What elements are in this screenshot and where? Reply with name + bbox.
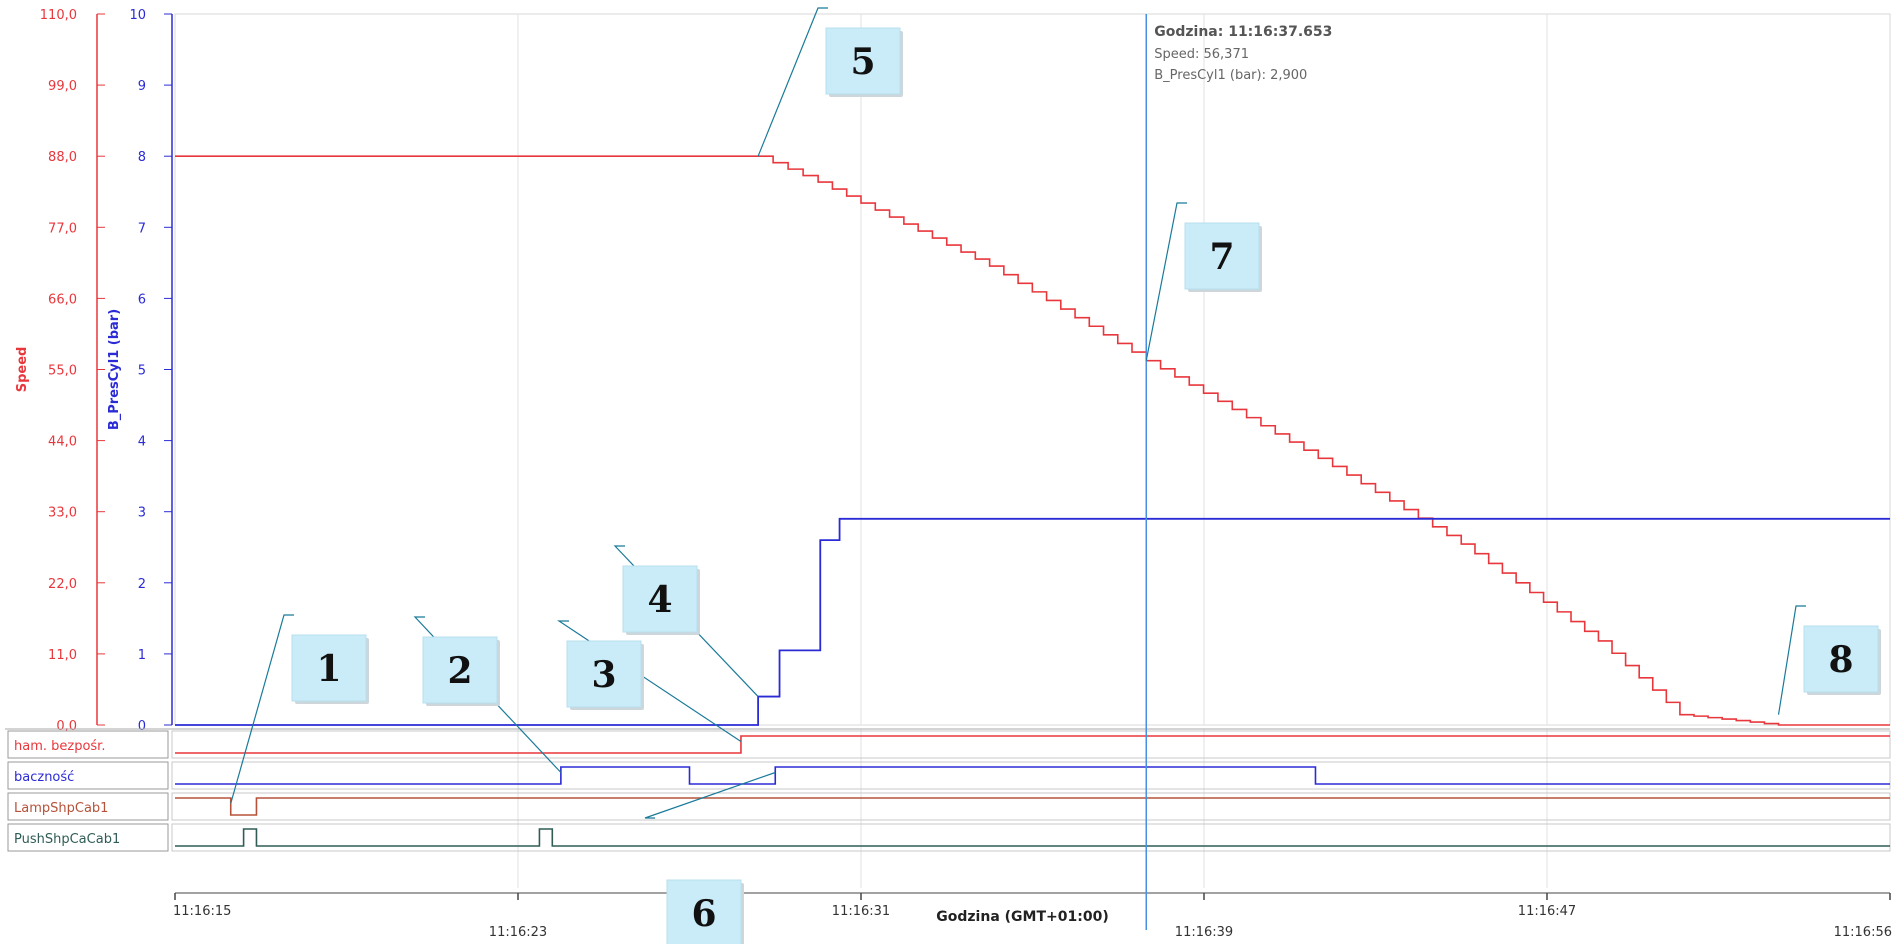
callout-label: 5 <box>850 41 875 83</box>
callout-box: 8 <box>1803 625 1881 695</box>
digital-trace <box>175 828 1890 847</box>
digital-row-frame <box>171 792 1891 821</box>
pressure-tick-label: 1 <box>138 648 146 663</box>
digital-row-frame <box>171 823 1891 852</box>
speed-tick-label: 33,0 <box>48 506 77 521</box>
digital-label-box <box>7 792 169 821</box>
cursor-tooltip-line: Speed: 56,371 <box>1154 47 1249 62</box>
digital-channel-label: PushShpCaCab1 <box>14 832 120 847</box>
speed-tick-label: 55,0 <box>48 364 77 379</box>
digital-trace <box>175 766 1890 785</box>
callout-rect <box>622 565 698 633</box>
speed-tick-label: 66,0 <box>48 292 77 307</box>
series <box>175 155 1890 726</box>
speed-tick-label: 44,0 <box>48 435 77 450</box>
axes: 0,0 11,0 22,0 33,0 44,0 55,0 66,0 77,0 88,0 99,0 1… <box>15 8 1892 940</box>
callout-label: 3 <box>591 654 616 696</box>
callout-label: 1 <box>316 648 341 690</box>
pressure-series-line <box>175 517 1890 726</box>
callout-leader-line <box>757 7 828 157</box>
digital-label-box <box>7 761 169 790</box>
x-tick-label: 11:16:39 <box>1175 925 1233 940</box>
callout-leader-line <box>1777 605 1806 715</box>
x-axis-title: Godzina (GMT+01:00) <box>936 909 1108 925</box>
digital-row-frame <box>171 761 1891 790</box>
x-tick-label: 11:16:56 <box>1834 925 1892 940</box>
callout-label: 4 <box>647 579 672 621</box>
callout-leader-line <box>557 620 742 743</box>
digital-channels: ham. bezpośr. baczność LampShpCab1 PushShpC… <box>5 728 1891 852</box>
digital-trace <box>175 735 1890 754</box>
pressure-tick-label: 6 <box>138 292 146 307</box>
speed-tick-label: 110,0 <box>40 8 77 23</box>
digital-label-box <box>7 730 169 759</box>
x-tick-label: 11:16:47 <box>1518 904 1576 919</box>
pressure-tick-label: 9 <box>138 79 146 94</box>
callout-box: 2 <box>422 636 500 706</box>
callout-rect <box>666 879 742 944</box>
callout-leader-line <box>230 614 294 804</box>
callout-box: 4 <box>622 565 700 635</box>
pressure-tick-label: 7 <box>138 221 146 236</box>
speed-tick-label: 99,0 <box>48 79 77 94</box>
pressure-tick-label: 10 <box>129 8 146 23</box>
plot-frame <box>174 13 1891 726</box>
cursor-tooltip-line: B_PresCyl1 (bar): 2,900 <box>1154 68 1307 83</box>
cursor[interactable]: Godzina: 11:16:37.653 Speed: 56,371 B_Pres… <box>1145 14 1332 930</box>
callout-rect <box>1184 222 1260 290</box>
pressure-tick-label: 0 <box>138 719 146 734</box>
digital-channel-label: ham. bezpośr. <box>14 739 105 754</box>
callout-rect <box>825 27 901 95</box>
callout-label: 6 <box>691 893 716 935</box>
pressure-tick-label: 3 <box>138 506 146 521</box>
cursor-tooltip-title: Godzina: 11:16:37.653 <box>1154 24 1332 40</box>
x-tick-label: 11:16:23 <box>489 925 547 940</box>
callout-rect <box>1803 625 1879 693</box>
pressure-tick-label: 2 <box>138 577 146 592</box>
callout-leader-line <box>1145 202 1187 361</box>
digital-label-box <box>7 823 169 852</box>
callout-rect <box>566 640 642 708</box>
callout-label: 8 <box>1828 639 1853 681</box>
callout-box: 5 <box>825 27 903 97</box>
callout-label: 7 <box>1209 236 1234 278</box>
speed-tick-label: 11,0 <box>48 648 77 663</box>
callout-leader-line <box>413 616 562 773</box>
callouts: 1 2 34 5 6 7 8 <box>230 7 1881 944</box>
pressure-axis-title: B_PresCyl1 (bar) <box>107 309 122 430</box>
speed-tick-label: 0,0 <box>56 719 77 734</box>
digital-channel-label: LampShpCab1 <box>14 801 108 816</box>
pressure-tick-label: 5 <box>138 364 146 379</box>
callout-rect <box>291 634 367 702</box>
pressure-tick-label: 8 <box>138 150 146 165</box>
speed-tick-label: 88,0 <box>48 150 77 165</box>
pressure-tick-label: 4 <box>138 435 146 450</box>
callout-box: 7 <box>1184 222 1262 292</box>
digital-row-frame <box>171 730 1891 759</box>
speed-series-line <box>175 155 1890 726</box>
digital-trace <box>175 797 1890 816</box>
callout-leader-line <box>613 545 759 697</box>
callout-leader-line <box>644 771 776 819</box>
callout-box: 6 <box>666 879 744 944</box>
callout-box: 3 <box>566 640 644 710</box>
digital-channel-label: baczność <box>14 770 74 785</box>
speed-tick-label: 22,0 <box>48 577 77 592</box>
speed-axis-title: Speed <box>15 347 30 393</box>
callout-label: 2 <box>447 650 472 692</box>
callout-box: 1 <box>291 634 369 704</box>
x-tick-label: 11:16:31 <box>832 904 890 919</box>
x-tick-label: 11:16:15 <box>173 904 231 919</box>
grid <box>174 13 1891 888</box>
callout-rect <box>422 636 498 704</box>
speed-tick-label: 77,0 <box>48 221 77 236</box>
